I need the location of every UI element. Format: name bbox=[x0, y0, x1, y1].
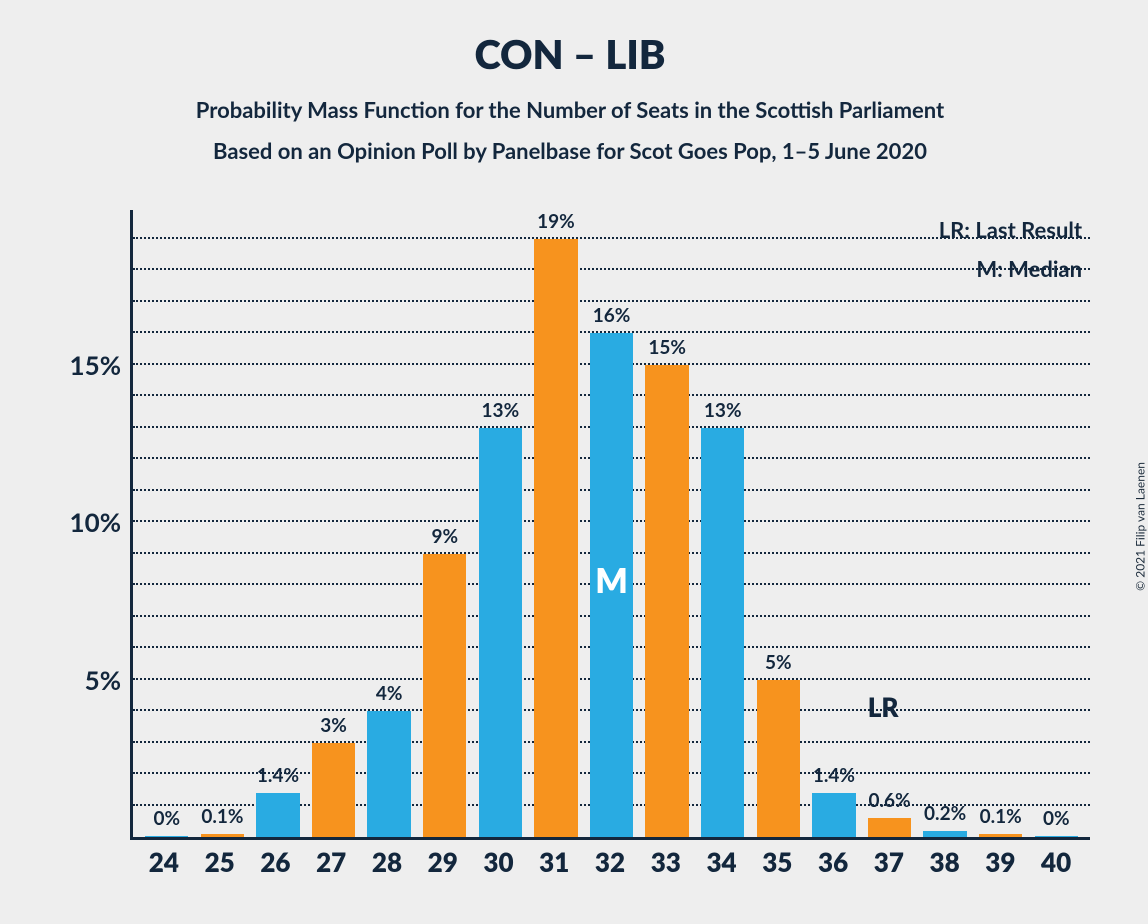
x-tick-label: 35 bbox=[749, 846, 805, 878]
bar: 0.1% bbox=[979, 834, 1022, 837]
bar-value-label: 16% bbox=[593, 304, 631, 327]
bar: 1.4% bbox=[256, 793, 299, 837]
bar-value-label: 0.1% bbox=[201, 805, 243, 828]
bar: 3% bbox=[312, 743, 355, 838]
bar-value-label: 13% bbox=[704, 399, 742, 422]
bar-slot: 0.1% bbox=[973, 210, 1029, 837]
bar-slot: 4% bbox=[361, 210, 417, 837]
bar-slot: 13% bbox=[695, 210, 751, 837]
bar-slot: 0.2% bbox=[917, 210, 973, 837]
x-tick-label: 39 bbox=[972, 846, 1028, 878]
bar-value-label: 19% bbox=[537, 210, 575, 233]
bar-value-label: 0% bbox=[153, 807, 180, 830]
chart-subtitle-2: Based on an Opinion Poll by Panelbase fo… bbox=[40, 137, 1100, 164]
bar: 15% bbox=[645, 365, 688, 838]
bar-slot: 19% bbox=[528, 210, 584, 837]
x-tick-label: 24 bbox=[136, 846, 192, 878]
bar-slot: 0% bbox=[1029, 210, 1085, 837]
x-tick-label: 29 bbox=[415, 846, 471, 878]
bar: 16%M bbox=[590, 333, 633, 837]
copyright-text: © 2021 Filip van Laenen bbox=[1133, 462, 1148, 591]
bar: 19% bbox=[534, 239, 577, 838]
bar-slot: 16% M bbox=[584, 210, 640, 837]
y-tick-label: 10% bbox=[70, 506, 133, 538]
x-axis-labels: 2425262728293031323334353637383940 bbox=[130, 846, 1090, 878]
x-tick-label: 26 bbox=[248, 846, 304, 878]
x-tick-label: 32 bbox=[582, 846, 638, 878]
y-tick-label: 5% bbox=[85, 664, 133, 696]
x-tick-label: 37 bbox=[861, 846, 917, 878]
x-tick-label: 30 bbox=[471, 846, 527, 878]
bar: 5% bbox=[757, 680, 800, 838]
y-tick-label: 15% bbox=[70, 349, 133, 381]
x-tick-label: 38 bbox=[917, 846, 973, 878]
bar: 1.4% bbox=[812, 793, 855, 837]
bar-slot: LR1.4% bbox=[806, 210, 862, 837]
x-tick-label: 31 bbox=[526, 846, 582, 878]
bar-value-label: 13% bbox=[482, 399, 520, 422]
bar-value-label: 9% bbox=[431, 525, 458, 548]
bar-value-label: 15% bbox=[648, 336, 686, 359]
bar-slot: 5% bbox=[751, 210, 807, 837]
bar: 0% bbox=[145, 836, 188, 837]
bar-slot: 13% bbox=[473, 210, 529, 837]
bar-value-label: 0.2% bbox=[924, 802, 966, 825]
x-tick-label: 33 bbox=[638, 846, 694, 878]
bars-group: 0%0.1%1.4%3%4%9%13%19%16%M15%13%5%LR1.4%… bbox=[133, 210, 1090, 837]
x-tick-label: 27 bbox=[303, 846, 359, 878]
bar: 0.6% bbox=[868, 818, 911, 837]
bar-value-label: 0.6% bbox=[868, 789, 910, 812]
bar-value-label: 4% bbox=[376, 682, 403, 705]
bar: 9% bbox=[423, 554, 466, 838]
bar-value-label: 1.4% bbox=[257, 764, 299, 787]
bar: 0.2% bbox=[923, 831, 966, 837]
bar-slot: 0% bbox=[139, 210, 195, 837]
bar: 0.1% bbox=[201, 834, 244, 837]
bar-value-label: 1.4% bbox=[813, 764, 855, 787]
chart-title: CON – LIB bbox=[40, 30, 1100, 78]
median-mark: M bbox=[595, 560, 628, 601]
bar-slot: 0.1% bbox=[195, 210, 251, 837]
bar-slot: 9% bbox=[417, 210, 473, 837]
bar: 0% bbox=[1035, 836, 1078, 837]
bar-value-label: 3% bbox=[320, 714, 347, 737]
bar: 13% bbox=[701, 428, 744, 838]
bar-value-label: 0% bbox=[1043, 807, 1070, 830]
bar-slot: 0.6% bbox=[862, 210, 918, 837]
bar-slot: 1.4% bbox=[250, 210, 306, 837]
chart-container: CON – LIB Probability Mass Function for … bbox=[40, 20, 1100, 900]
x-tick-label: 28 bbox=[359, 846, 415, 878]
bar-slot: 3% bbox=[306, 210, 362, 837]
bar-value-label: 0.1% bbox=[980, 805, 1022, 828]
bar-value-label: 5% bbox=[765, 651, 792, 674]
chart-subtitle-1: Probability Mass Function for the Number… bbox=[40, 96, 1100, 123]
bar: 4% bbox=[367, 711, 410, 837]
x-tick-label: 34 bbox=[694, 846, 750, 878]
x-tick-label: 36 bbox=[805, 846, 861, 878]
x-tick-label: 25 bbox=[192, 846, 248, 878]
bar: 13% bbox=[479, 428, 522, 838]
x-tick-label: 40 bbox=[1028, 846, 1084, 878]
bar-slot: 15% bbox=[639, 210, 695, 837]
plot-area: LR: Last Result M: Median 5%10%15% 0%0.1… bbox=[130, 210, 1090, 840]
